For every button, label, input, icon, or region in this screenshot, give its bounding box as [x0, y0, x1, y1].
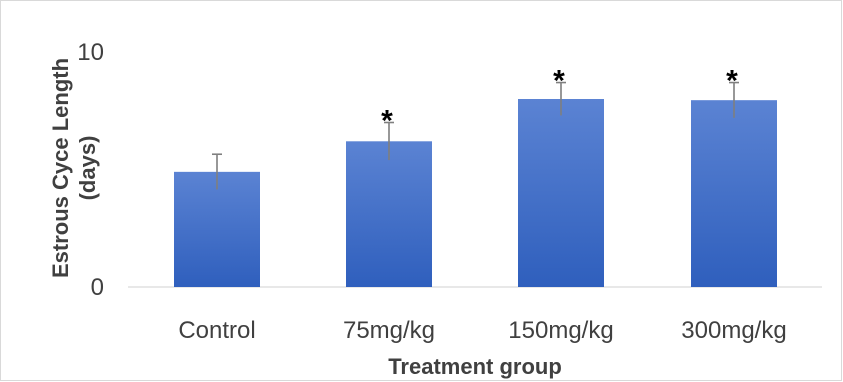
x-axis-title: Treatment group	[388, 354, 562, 379]
error-bars	[212, 81, 739, 190]
error-bar	[212, 153, 222, 190]
significance-star: *	[381, 105, 393, 138]
x-tick-label: 300mg/kg	[681, 317, 786, 344]
error-bar	[384, 121, 394, 161]
significance-star: *	[726, 65, 738, 98]
significance-marks: * * *	[381, 65, 738, 138]
bars	[174, 99, 777, 287]
x-tick-label: 75mg/kg	[343, 317, 435, 344]
error-bar	[556, 81, 566, 116]
y-axis-title-line2: (days)	[75, 136, 100, 201]
y-tick-labels: 0 10	[77, 39, 104, 301]
y-axis-title: Estrous Cyce Length (days)	[48, 58, 100, 278]
bar	[346, 141, 432, 287]
bar	[691, 100, 777, 287]
y-tick-label: 0	[91, 274, 104, 301]
y-axis-title-line1: Estrous Cyce Length	[48, 58, 73, 278]
significance-star: *	[553, 65, 565, 98]
y-tick-label: 10	[77, 39, 104, 66]
x-tick-label: 150mg/kg	[508, 317, 613, 344]
category-labels: Control 75mg/kg 150mg/kg 300mg/kg	[178, 317, 786, 344]
bar	[518, 99, 604, 287]
error-bar	[729, 81, 739, 118]
bar	[174, 171, 260, 287]
x-tick-label: Control	[178, 317, 255, 344]
